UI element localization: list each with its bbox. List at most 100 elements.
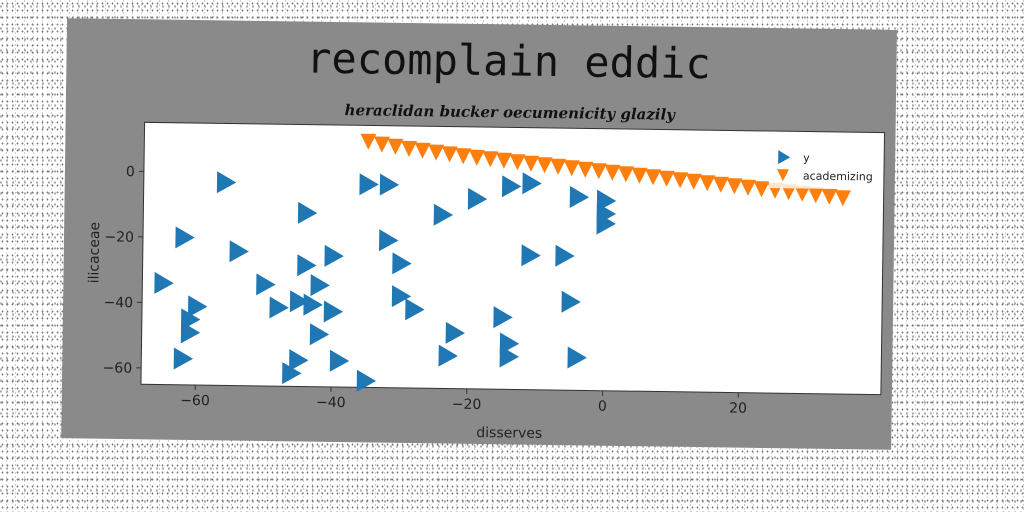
triangle-down-marker [821,188,838,205]
triangle-down-marker [387,138,404,155]
legend: y academizing [768,144,882,190]
triangle-down-marker [672,172,689,189]
triangle-down-marker [360,133,377,150]
triangle-right-marker [187,295,208,318]
triangle-down-marker [794,185,811,202]
chart-title: recomplain eddic [306,34,711,89]
chart-subtitle: heraclidan bucker oecumenicity glazily [344,101,676,124]
triangle-right-marker [445,321,465,344]
x-tick-label: 0 [598,399,607,415]
triangle-down-marker [563,160,580,177]
x-tick-label: −60 [180,393,210,409]
triangle-down-marker [631,167,648,184]
triangle-down-marker [726,178,743,195]
triangle-down-marker [699,175,716,192]
y-axis-label: ilicaceae [86,222,103,284]
triangle-down-marker [428,144,445,161]
triangle-right-marker [499,345,519,368]
triangle-down-marker [496,152,513,169]
triangle-right-marker [378,229,399,252]
triangle-down-marker [685,173,702,190]
triangle-right-marker [467,187,488,210]
triangle-right-marker [405,298,425,321]
triangle-down-marker [658,170,675,187]
triangle-down-marker [618,166,635,183]
triangle-right-marker [269,296,289,319]
triangle-right-marker [310,274,330,297]
triangle-right-marker [216,171,237,194]
triangle-down-marker [550,158,567,175]
triangle-right-marker [433,203,454,226]
triangle-right-marker [324,244,344,267]
x-tick-label: 20 [729,400,747,416]
triangle-down-marker [834,190,851,207]
triangle-right-marker [391,285,412,308]
legend-label: academizing [803,170,873,184]
triangle-right-marker [501,175,522,198]
triangle-right-marker [521,244,541,267]
triangle-right-marker [180,321,201,344]
triangle-right-marker [555,244,575,267]
triangle-right-marker [256,273,276,296]
triangle-right-marker [567,346,587,369]
triangle-down-marker [604,164,621,181]
triangle-down-marker [401,140,418,157]
x-axis-label: disserves [476,425,542,442]
triangle-down-marker [374,136,391,153]
triangle-right-marker [173,347,194,370]
triangle-down-marker [468,149,485,166]
triangle-right-marker [154,271,174,294]
triangle-down-marker [712,176,729,193]
legend-label: y [803,152,810,165]
y-tick-label: −20 [104,229,134,245]
triangle-down-marker [807,187,824,204]
triangle-right-marker [229,240,249,263]
triangle-right-marker [392,252,412,275]
plot-area [140,121,886,396]
triangle-down-marker [482,151,499,168]
y-tick-label: −60 [103,360,133,376]
triangle-right-marker [356,369,377,392]
triangle-right-marker [323,300,344,323]
axis-ticks: −60 −40 −20 0 20 0 −20 −40 −60 [103,164,748,417]
triangle-right-marker [329,349,350,372]
y-tick-label: −40 [103,295,133,311]
triangle-down-marker [536,157,553,174]
triangle-right-marker [303,293,323,316]
triangle-right-marker [297,254,317,277]
triangle-right-marker [289,349,309,372]
triangle-down-marker [590,163,607,180]
chart-frame: recomplain eddic heraclidan bucker oecum… [61,18,897,450]
triangle-down-marker [740,179,757,196]
triangle-right-marker [569,186,590,209]
triangle-down-marker [414,142,431,159]
triangle-down-marker [753,181,770,198]
triangle-right-marker [282,362,302,385]
triangle-right-marker [289,290,310,313]
triangle-right-marker [438,344,458,367]
triangle-right-marker [561,290,581,313]
triangle-right-marker [359,173,379,196]
x-tick-label: −40 [316,395,346,411]
triangle-down-marker [509,154,526,171]
triangle-right-marker [522,172,542,195]
triangle-right-marker [493,306,513,329]
triangle-right-marker [297,201,318,224]
legend-marker [777,169,790,182]
triangle-right-marker [175,226,195,249]
triangle-down-marker [577,161,594,178]
triangle-down-marker [523,155,540,172]
triangle-right-marker [309,323,330,346]
x-tick-label: −20 [452,397,482,413]
triangle-right-marker [379,173,400,196]
series-1 [154,171,617,392]
triangle-down-marker [455,148,472,165]
triangle-right-marker [596,212,616,235]
legend-marker [778,150,791,165]
y-tick-label: 0 [126,164,135,180]
legend-box [768,144,882,190]
triangle-down-marker [645,169,662,186]
triangle-down-marker [441,146,458,163]
